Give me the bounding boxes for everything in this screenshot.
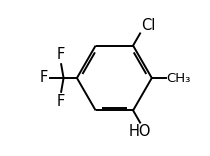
Text: Cl: Cl [141,18,155,33]
Text: F: F [57,94,65,109]
Text: F: F [57,47,65,62]
Text: HO: HO [129,124,151,139]
Text: F: F [40,71,48,85]
Text: CH₃: CH₃ [167,71,191,85]
